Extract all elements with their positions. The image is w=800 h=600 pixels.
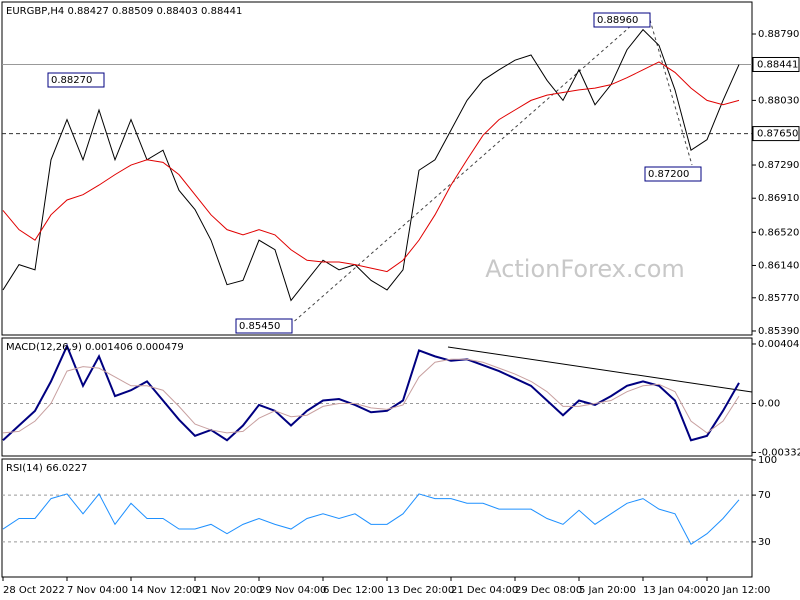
watermark: ActionForex.com bbox=[485, 255, 685, 283]
x-tick-label: 7 Nov 04:00 bbox=[67, 585, 128, 596]
x-tick-label: 29 Dec 08:00 bbox=[515, 585, 582, 596]
series-line bbox=[2, 28, 740, 302]
panel-title: MACD(12,26,9) 0.001406 0.000479 bbox=[6, 342, 184, 353]
panel-title: EURGBP,H4 0.88427 0.88509 0.88403 0.8844… bbox=[6, 6, 242, 17]
x-tick-label: 21 Nov 20:00 bbox=[195, 585, 262, 596]
panel-title: RSI(14) 66.0227 bbox=[6, 463, 87, 474]
y-tick-label: 0.86140 bbox=[758, 260, 799, 271]
annotation: 0.87200 bbox=[648, 169, 689, 180]
trend-line bbox=[447, 346, 753, 393]
series-line bbox=[2, 493, 740, 545]
panel-frame bbox=[1, 458, 753, 578]
x-tick-label: 6 Dec 12:00 bbox=[323, 585, 384, 596]
panel-frame bbox=[1, 337, 753, 457]
level-label: 0.88441 bbox=[757, 59, 798, 70]
annotation: 0.85450 bbox=[239, 321, 280, 332]
y-tick-label: 100 bbox=[758, 455, 777, 466]
annotation: 0.88270 bbox=[51, 75, 92, 86]
y-tick-label: 70 bbox=[758, 490, 771, 501]
level-label: 0.87650 bbox=[757, 129, 798, 140]
y-tick-label: 0.88030 bbox=[758, 95, 799, 106]
y-tick-label: 0.85770 bbox=[758, 293, 799, 304]
series-line bbox=[2, 61, 740, 273]
y-tick-label: 0.00 bbox=[758, 398, 780, 409]
y-tick-label: 0.86910 bbox=[758, 193, 799, 204]
x-tick-label: 28 Oct 2022 bbox=[3, 585, 65, 596]
x-tick-label: 21 Dec 04:00 bbox=[451, 585, 518, 596]
series-line bbox=[2, 343, 740, 442]
x-tick-label: 5 Jan 20:00 bbox=[579, 585, 636, 596]
x-tick-label: 13 Jan 04:00 bbox=[643, 585, 706, 596]
y-tick-label: 0.87290 bbox=[758, 160, 799, 171]
trend-line bbox=[649, 19, 693, 166]
annotation-box bbox=[593, 12, 651, 28]
x-tick-label: 20 Jan 12:00 bbox=[707, 585, 770, 596]
annotation-box bbox=[644, 166, 702, 182]
y-tick-label: -0.003326 bbox=[758, 447, 800, 458]
y-tick-label: 0.88790 bbox=[758, 29, 799, 40]
level-label-box bbox=[752, 56, 800, 72]
x-tick-label: 29 Nov 04:00 bbox=[259, 585, 326, 596]
x-tick-label: 14 Nov 12:00 bbox=[131, 585, 198, 596]
annotation-box bbox=[235, 318, 293, 334]
y-tick-label: 30 bbox=[758, 537, 771, 548]
x-tick-label: 13 Dec 20:00 bbox=[387, 585, 454, 596]
level-label-box bbox=[752, 126, 800, 142]
annotation: 0.88960 bbox=[597, 15, 638, 26]
y-tick-label: 0.86520 bbox=[758, 227, 799, 238]
annotation-box bbox=[47, 72, 105, 88]
y-tick-label: 0.85390 bbox=[758, 326, 799, 337]
panel-frame bbox=[1, 1, 753, 336]
series-line bbox=[2, 358, 740, 434]
y-tick-label: 0.004042 bbox=[758, 339, 800, 350]
